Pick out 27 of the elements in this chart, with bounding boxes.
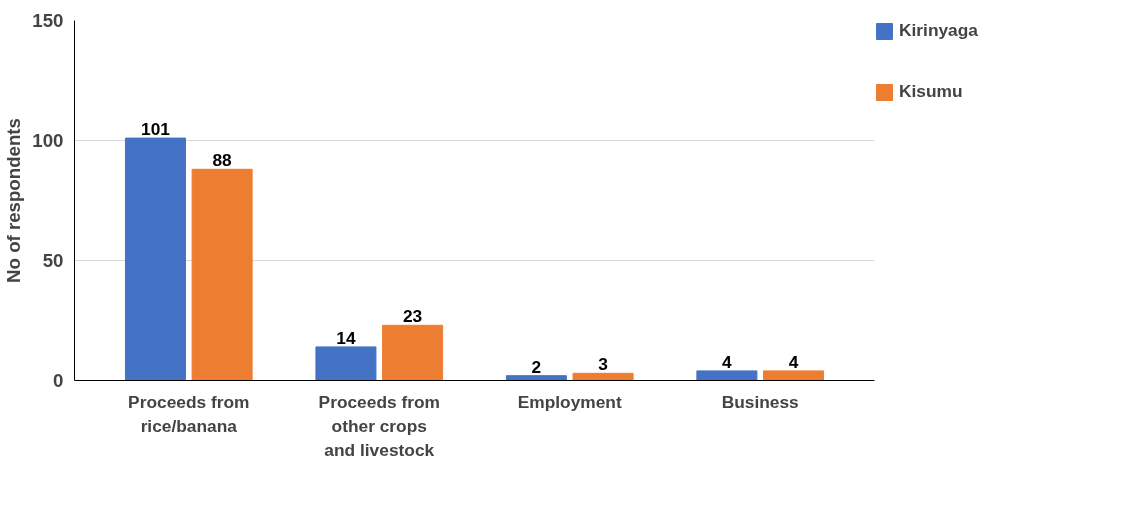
bar (191, 168, 253, 381)
bar (763, 370, 825, 381)
y-tick-label: 150 (32, 10, 64, 31)
x-tick-label: Proceeds from rice/banana (128, 391, 250, 436)
bar (696, 370, 758, 381)
data-label: 3 (598, 354, 609, 375)
bar (505, 375, 567, 381)
y-tick-label: 0 (53, 370, 64, 391)
y-axis-title: No of respondents (3, 118, 25, 283)
bar (572, 372, 634, 381)
legend-label: Kisumu (899, 81, 964, 102)
bar (315, 346, 377, 381)
y-tick-label: 50 (42, 250, 64, 271)
data-label: 4 (788, 351, 799, 372)
data-label: 88 (212, 150, 233, 171)
data-label: 101 (141, 119, 171, 140)
bar (382, 324, 444, 381)
data-label: 14 (336, 327, 356, 348)
data-label: 23 (402, 306, 423, 327)
x-tick-label: Business (721, 391, 799, 412)
bar (124, 137, 186, 381)
legend-label: Kirinyaga (899, 20, 979, 41)
x-tick-label: Employment (517, 391, 622, 412)
data-label: 4 (722, 351, 733, 372)
data-label: 2 (531, 356, 542, 377)
y-tick-label: 100 (32, 130, 64, 151)
x-tick-label: Proceeds from other crops and livestock (318, 391, 440, 460)
